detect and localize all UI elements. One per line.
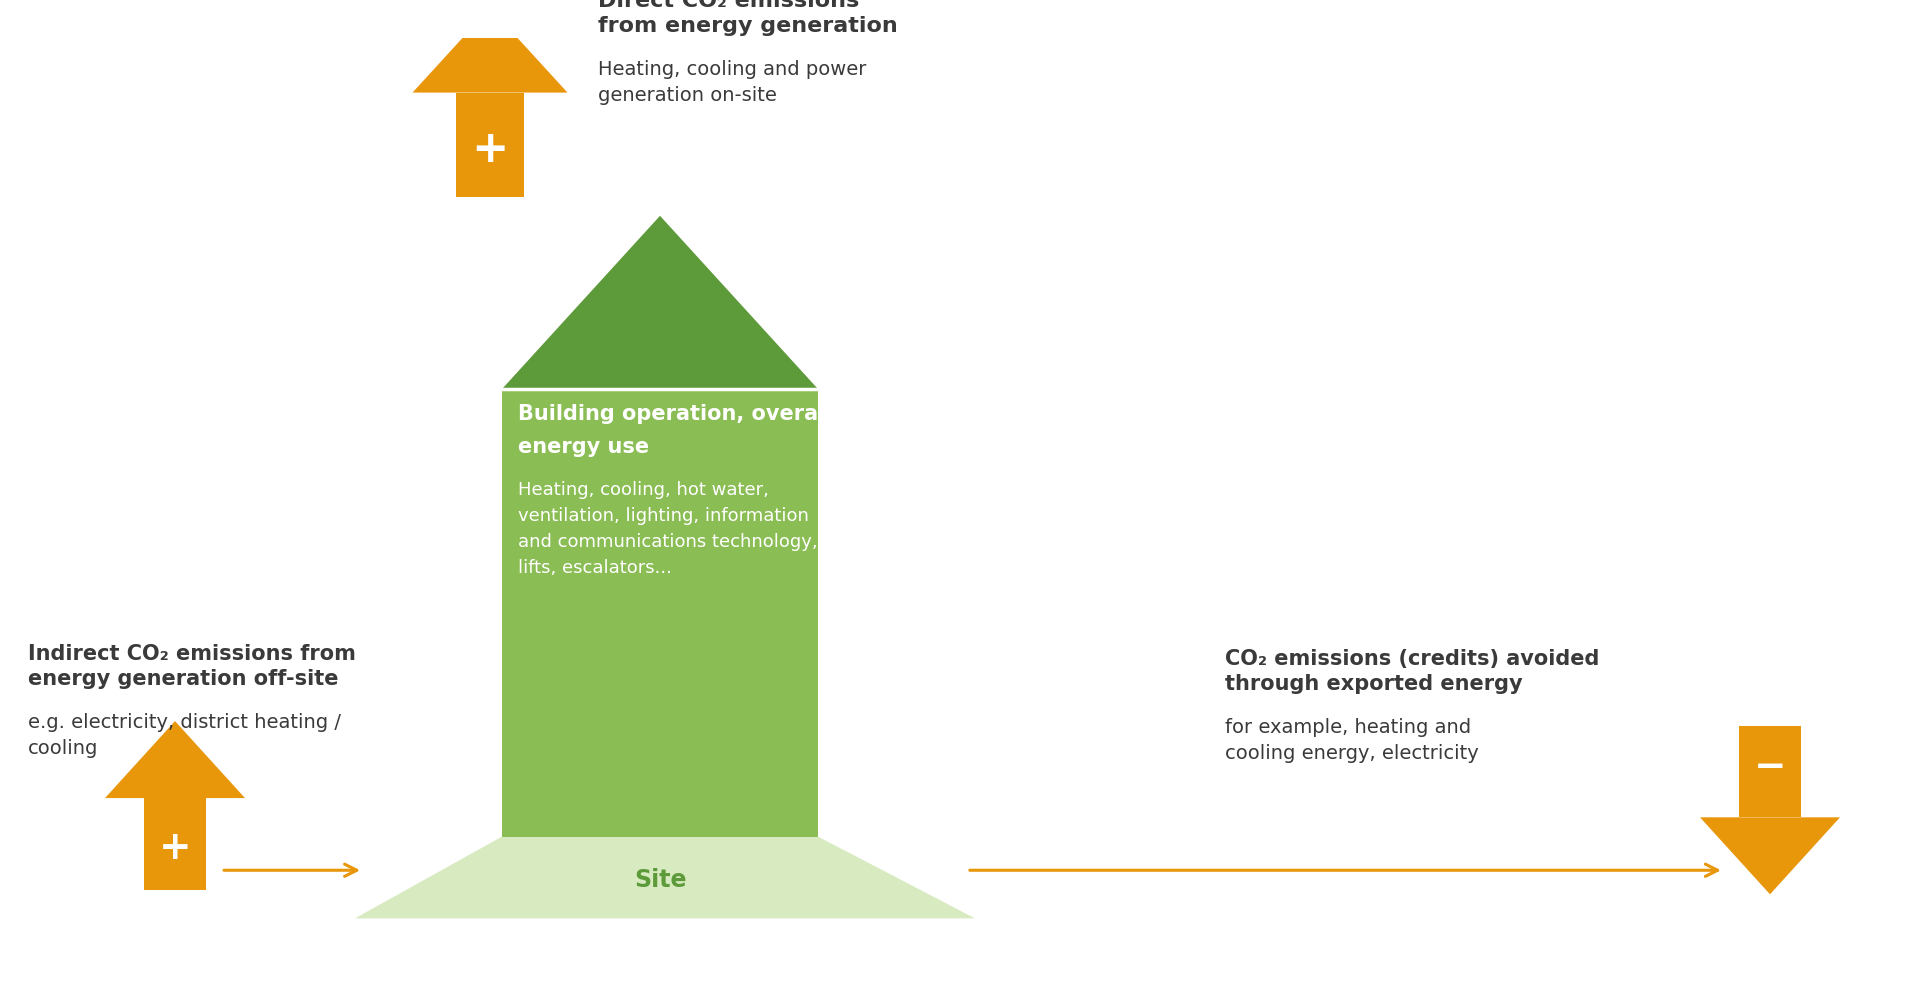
Text: −: − [1753, 748, 1786, 786]
Polygon shape [144, 798, 205, 889]
Polygon shape [1699, 817, 1839, 894]
Polygon shape [1740, 726, 1801, 817]
Polygon shape [106, 721, 246, 798]
Polygon shape [501, 216, 818, 389]
Polygon shape [355, 836, 975, 919]
Text: Heating, cooling, hot water,
ventilation, lighting, information
and communicatio: Heating, cooling, hot water, ventilation… [518, 481, 818, 577]
Polygon shape [501, 389, 818, 836]
Text: for example, heating and
cooling energy, electricity: for example, heating and cooling energy,… [1225, 719, 1478, 763]
Text: CO₂ emissions (credits) avoided
through exported energy: CO₂ emissions (credits) avoided through … [1225, 649, 1599, 693]
Text: energy use: energy use [518, 437, 649, 457]
Text: Building operation, overall: Building operation, overall [518, 404, 833, 424]
Text: Direct CO₂ emissions
from energy generation: Direct CO₂ emissions from energy generat… [597, 0, 899, 36]
Text: e.g. electricity, district heating /
cooling: e.g. electricity, district heating / coo… [29, 714, 342, 758]
Text: Heating, cooling and power
generation on-site: Heating, cooling and power generation on… [597, 60, 866, 105]
Text: Indirect CO₂ emissions from
energy generation off-site: Indirect CO₂ emissions from energy gener… [29, 644, 355, 688]
Text: Site: Site [634, 868, 685, 892]
Text: +: + [159, 829, 192, 867]
Polygon shape [455, 92, 524, 197]
Polygon shape [413, 8, 568, 92]
Text: +: + [470, 129, 509, 171]
